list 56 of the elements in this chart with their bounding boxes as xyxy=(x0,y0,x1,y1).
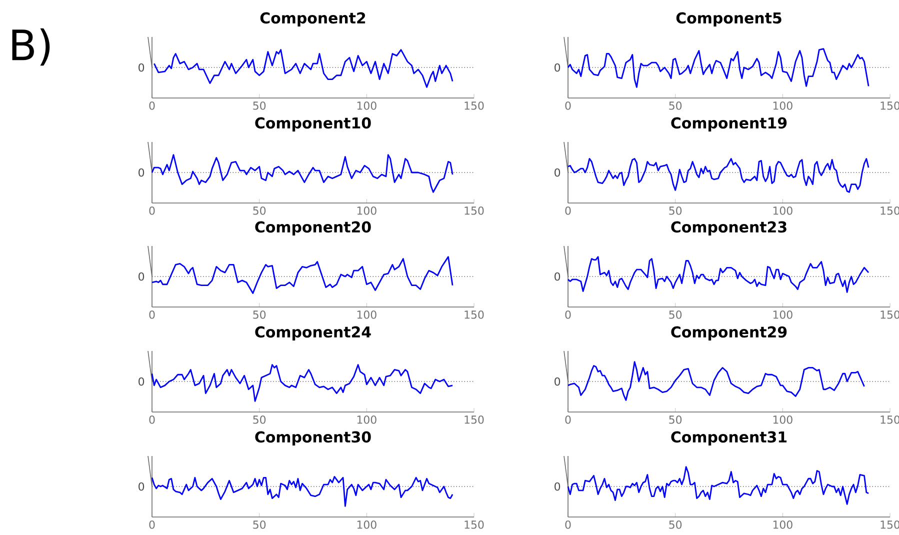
x-tick-label: 0 xyxy=(149,416,155,424)
ref-line-label: 0 xyxy=(554,272,560,281)
x-tick-label: 50 xyxy=(669,416,682,424)
x-tick-label: 0 xyxy=(149,206,155,215)
ref-line-label: 0 xyxy=(554,168,560,177)
x-tick-label: 100 xyxy=(773,206,792,215)
ref-line-label: 0 xyxy=(138,63,144,72)
x-tick-label: 50 xyxy=(669,520,682,529)
x-tick-label: 100 xyxy=(773,520,792,529)
chart-title: Component29 xyxy=(671,326,787,340)
text: B) xyxy=(12,28,50,66)
x-tick-label: 150 xyxy=(464,102,484,110)
chart-title: Component2 xyxy=(260,12,366,26)
x-tick-label: 150 xyxy=(464,520,484,529)
chart-title: Component5 xyxy=(676,12,782,26)
chart-title: Component24 xyxy=(255,326,371,340)
x-tick-label: 100 xyxy=(357,310,376,319)
x-tick-label: 100 xyxy=(357,102,376,110)
chart-title: Component19 xyxy=(671,117,787,132)
x-tick-label: 50 xyxy=(253,102,266,110)
x-tick-label: 0 xyxy=(565,416,571,424)
x-tick-label: 0 xyxy=(565,520,571,529)
chart-title: Component10 xyxy=(255,117,371,132)
ref-line-label: 0 xyxy=(138,168,144,177)
ref-line-label: 0 xyxy=(554,63,560,72)
x-tick-label: 0 xyxy=(565,206,571,215)
x-tick-label: 100 xyxy=(357,416,376,424)
x-tick-label: 150 xyxy=(464,310,484,319)
x-tick-label: 0 xyxy=(149,520,155,529)
ref-line-label: 0 xyxy=(554,482,560,491)
x-tick-label: 100 xyxy=(357,520,376,529)
x-tick-label: 100 xyxy=(773,416,792,424)
x-tick-label: 0 xyxy=(149,102,155,110)
x-tick-label: 50 xyxy=(669,206,682,215)
chart-title: Component31 xyxy=(671,431,787,446)
x-tick-label: 100 xyxy=(357,206,376,215)
chart-title: Component23 xyxy=(671,221,786,236)
ref-line-label: 0 xyxy=(138,377,144,386)
x-tick-label: 50 xyxy=(669,310,682,319)
ref-line-label: 0 xyxy=(554,377,560,386)
x-tick-label: 50 xyxy=(253,310,266,319)
ref-line-label: 0 xyxy=(138,272,144,281)
x-tick-label: 0 xyxy=(565,102,571,110)
x-tick-label: 50 xyxy=(253,520,266,529)
x-tick-label: 50 xyxy=(669,102,682,110)
x-tick-label: 100 xyxy=(773,310,792,319)
x-tick-label: 0 xyxy=(149,310,155,319)
chart-title: Component20 xyxy=(255,221,371,236)
x-tick-label: 150 xyxy=(464,206,484,215)
x-tick-label: 150 xyxy=(464,416,484,424)
x-tick-label: 50 xyxy=(253,416,266,424)
x-tick-label: 50 xyxy=(253,206,266,215)
x-tick-label: 100 xyxy=(773,102,792,110)
ref-line-label: 0 xyxy=(138,482,144,491)
chart-title: Component30 xyxy=(255,431,371,446)
x-tick-label: 0 xyxy=(565,310,571,319)
